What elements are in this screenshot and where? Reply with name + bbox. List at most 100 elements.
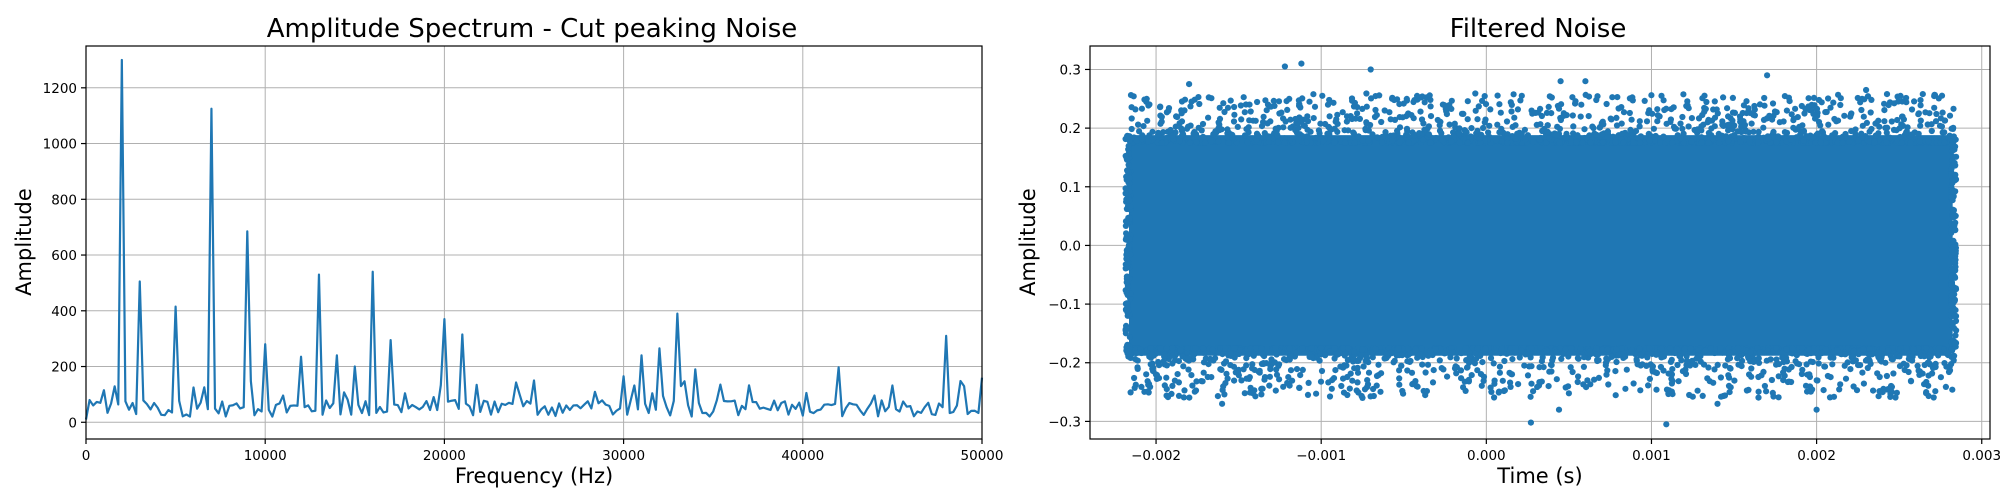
noise-point xyxy=(1870,387,1877,394)
noise-outlier-point xyxy=(1714,400,1721,407)
noise-point xyxy=(1612,139,1619,146)
noise-point xyxy=(1646,137,1653,144)
noise-point xyxy=(1204,373,1211,381)
noise-point xyxy=(1231,111,1238,118)
noise-point xyxy=(1351,99,1358,106)
noise-point xyxy=(1921,353,1928,360)
noise-point xyxy=(1326,393,1334,400)
noise-point xyxy=(1332,367,1339,374)
noise-point xyxy=(1189,382,1196,389)
noise-point xyxy=(1456,125,1463,132)
noise-point xyxy=(1807,358,1814,365)
noise-point xyxy=(1543,109,1551,116)
noise-point xyxy=(1776,119,1783,126)
noise-point xyxy=(1475,103,1482,110)
noise-point xyxy=(1817,139,1824,146)
noise-point xyxy=(1581,354,1588,361)
noise-point xyxy=(1717,374,1724,381)
noise-point xyxy=(1750,111,1757,118)
noise-point xyxy=(1605,381,1612,388)
noise-point xyxy=(1755,133,1762,140)
noise-point xyxy=(1144,378,1151,385)
noise-xtick-label: 0.000 xyxy=(1467,448,1506,464)
noise-point xyxy=(1893,389,1900,396)
noise-point xyxy=(1857,362,1864,369)
noise-point xyxy=(1681,345,1688,352)
noise-point xyxy=(1238,377,1245,384)
noise-point xyxy=(1124,342,1131,349)
noise-point xyxy=(1793,352,1800,359)
noise-point xyxy=(1706,118,1713,125)
noise-point xyxy=(1921,381,1928,388)
noise-point xyxy=(1769,100,1777,107)
noise-point xyxy=(1848,110,1855,117)
noise-point xyxy=(1241,390,1248,397)
noise-point xyxy=(1626,109,1633,117)
noise-point xyxy=(1122,218,1130,225)
noise-point xyxy=(1196,100,1203,108)
noise-point xyxy=(1536,136,1543,143)
noise-point xyxy=(1280,124,1287,131)
noise-point xyxy=(1155,358,1162,366)
noise-point xyxy=(1157,103,1164,110)
noise-point xyxy=(1883,129,1890,136)
noise-point xyxy=(1595,374,1602,381)
noise-point xyxy=(1521,362,1528,369)
noise-point xyxy=(1284,379,1291,387)
noise-point xyxy=(1149,364,1157,371)
noise-point xyxy=(1945,368,1953,376)
noise-point xyxy=(1801,110,1808,117)
noise-point xyxy=(1598,131,1605,138)
noise-point xyxy=(1205,114,1212,121)
noise-point xyxy=(1892,394,1899,401)
noise-point xyxy=(1466,353,1473,360)
noise-point xyxy=(1424,361,1432,368)
noise-point xyxy=(1176,120,1183,127)
noise-point xyxy=(1586,348,1593,355)
noise-point xyxy=(1316,357,1323,364)
noise-point xyxy=(1646,345,1653,352)
noise-point xyxy=(1372,345,1379,353)
noise-point xyxy=(1407,350,1414,357)
noise-point xyxy=(1731,109,1738,116)
noise-point xyxy=(1437,345,1444,353)
noise-point xyxy=(1181,387,1188,394)
noise-ticks: −0.002 −0.001 0.000 0.001 0.002 0.003 −0.3 −0.2… xyxy=(1048,62,2000,464)
noise-point xyxy=(1299,345,1306,352)
noise-point xyxy=(1813,377,1820,384)
noise-point xyxy=(1143,371,1150,378)
noise-point xyxy=(1409,381,1416,388)
noise-point xyxy=(1805,133,1812,140)
noise-point xyxy=(1219,387,1226,394)
noise-point xyxy=(1127,203,1134,210)
noise-point xyxy=(1618,104,1625,111)
noise-point xyxy=(1604,346,1611,353)
noise-point xyxy=(1577,345,1584,352)
noise-point xyxy=(1724,105,1731,112)
noise-point xyxy=(1946,112,1954,119)
noise-point xyxy=(1553,376,1560,383)
noise-point xyxy=(1860,346,1867,353)
noise-point xyxy=(1325,124,1332,131)
noise-point xyxy=(1734,128,1741,135)
noise-point xyxy=(1247,108,1254,115)
noise-point xyxy=(1847,366,1854,373)
noise-point xyxy=(1600,121,1607,128)
noise-point xyxy=(1224,126,1231,133)
noise-point xyxy=(1530,139,1537,146)
noise-point xyxy=(1671,125,1678,132)
noise-point xyxy=(1365,137,1372,144)
noise-point xyxy=(1508,108,1515,115)
noise-point xyxy=(1938,123,1945,130)
noise-point xyxy=(1122,152,1129,160)
noise-point xyxy=(1677,135,1684,142)
noise-point xyxy=(1515,381,1522,388)
noise-point xyxy=(1458,350,1465,357)
noise-point xyxy=(1404,367,1411,374)
noise-point xyxy=(1303,139,1310,146)
noise-point xyxy=(1528,380,1535,387)
noise-point xyxy=(1460,110,1467,117)
noise-point xyxy=(1334,111,1341,118)
noise-point xyxy=(1612,368,1619,375)
